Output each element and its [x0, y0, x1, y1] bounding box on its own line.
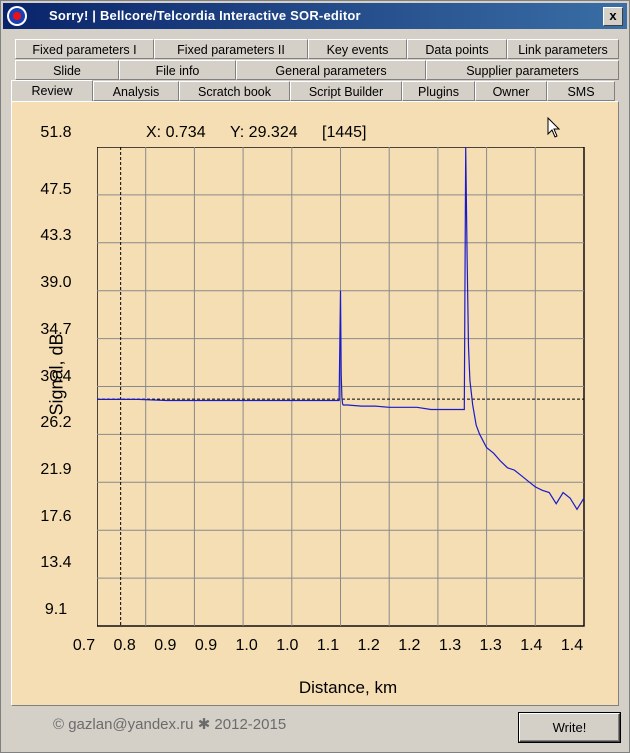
y-tick-label: 30.4 [40, 367, 72, 385]
y-tick-label: 17.6 [40, 507, 72, 525]
tab-fixed-parameters-2[interactable]: Fixed parameters II [154, 39, 308, 59]
tab-key-events[interactable]: Key events [308, 39, 407, 59]
x-tick-label: 1.2 [357, 637, 380, 654]
tab-review[interactable]: Review [11, 80, 93, 102]
x-tick-label: 0.9 [194, 637, 218, 654]
title-bar[interactable]: Sorry! | Bellcore/Telcordia Interactive … [3, 3, 627, 29]
tab-row-2: Slide File info General parameters Suppl… [15, 60, 619, 81]
x-tick-label: 0.9 [154, 637, 177, 654]
x-axis-label: Distance, km [298, 678, 398, 697]
window-title: Sorry! | Bellcore/Telcordia Interactive … [49, 8, 361, 23]
tab-link-parameters[interactable]: Link parameters [507, 39, 619, 59]
x-tick-label: 0.7 [72, 637, 96, 654]
tab-data-points[interactable]: Data points [407, 39, 507, 59]
x-tick-label: 1.3 [438, 637, 462, 654]
tab-general-parameters[interactable]: General parameters [236, 60, 426, 80]
tab-file-info[interactable]: File info [119, 60, 236, 80]
tab-sms[interactable]: SMS [547, 81, 615, 101]
tab-analysis[interactable]: Analysis [93, 81, 179, 101]
y-axis-label: Signal, dB [46, 333, 67, 416]
x-tick-label: 0.8 [113, 637, 136, 654]
y-tick-label: 13.4 [40, 554, 72, 572]
cursor-x-readout: X: 0.734 [146, 124, 206, 141]
plot-grid [97, 147, 584, 626]
tab-row-1: Fixed parameters I Fixed parameters II K… [15, 39, 619, 60]
y-tick-label: 34.7 [40, 320, 72, 338]
cursor-y-readout: Y: 29.324 [230, 124, 298, 141]
copyright-text: © gazlan@yandex.ru ✱ 2012-2015 [53, 716, 287, 733]
y-tick-label: 21.9 [40, 460, 72, 478]
x-tick-label: 1.1 [316, 637, 340, 654]
x-tick-label: 1.4 [520, 637, 543, 654]
mouse-pointer-icon [547, 117, 561, 138]
y-tick-label: 39.0 [40, 274, 72, 292]
tab-scratch-book[interactable]: Scratch book [179, 81, 290, 101]
app-logo-icon[interactable] [7, 6, 27, 26]
cursor-index-readout: [1445] [322, 124, 367, 141]
x-tick-label: 1.0 [235, 637, 258, 654]
x-tick-label: 1.2 [398, 637, 421, 654]
close-button[interactable]: x [603, 7, 623, 26]
x-tick-label: 1.0 [276, 637, 299, 654]
y-tick-label: 47.5 [40, 180, 72, 198]
review-panel: X: 0.734 Y: 29.324 [1445] 51.8 47.5 43.3 39… [11, 101, 619, 706]
tab-plugins[interactable]: Plugins [402, 81, 475, 101]
tab-row-3: Review Analysis Scratch book Script Buil… [11, 80, 619, 102]
tab-fixed-parameters-1[interactable]: Fixed parameters I [15, 39, 154, 59]
tab-script-builder[interactable]: Script Builder [290, 81, 402, 101]
tab-slide[interactable]: Slide [15, 60, 119, 80]
otdr-trace-line [97, 147, 585, 511]
tab-supplier-parameters[interactable]: Supplier parameters [426, 60, 619, 80]
y-tick-label: 51.8 [40, 124, 72, 141]
write-button[interactable]: Write! [519, 713, 620, 742]
x-tick-label: 1.4 [560, 637, 584, 654]
y-tick-label: 9.1 [44, 601, 68, 618]
trace-plot[interactable] [97, 147, 585, 627]
tab-owner[interactable]: Owner [475, 81, 547, 101]
y-tick-label: 26.2 [40, 414, 72, 432]
x-tick-label: 1.3 [479, 637, 502, 654]
y-tick-label: 43.3 [40, 227, 72, 245]
